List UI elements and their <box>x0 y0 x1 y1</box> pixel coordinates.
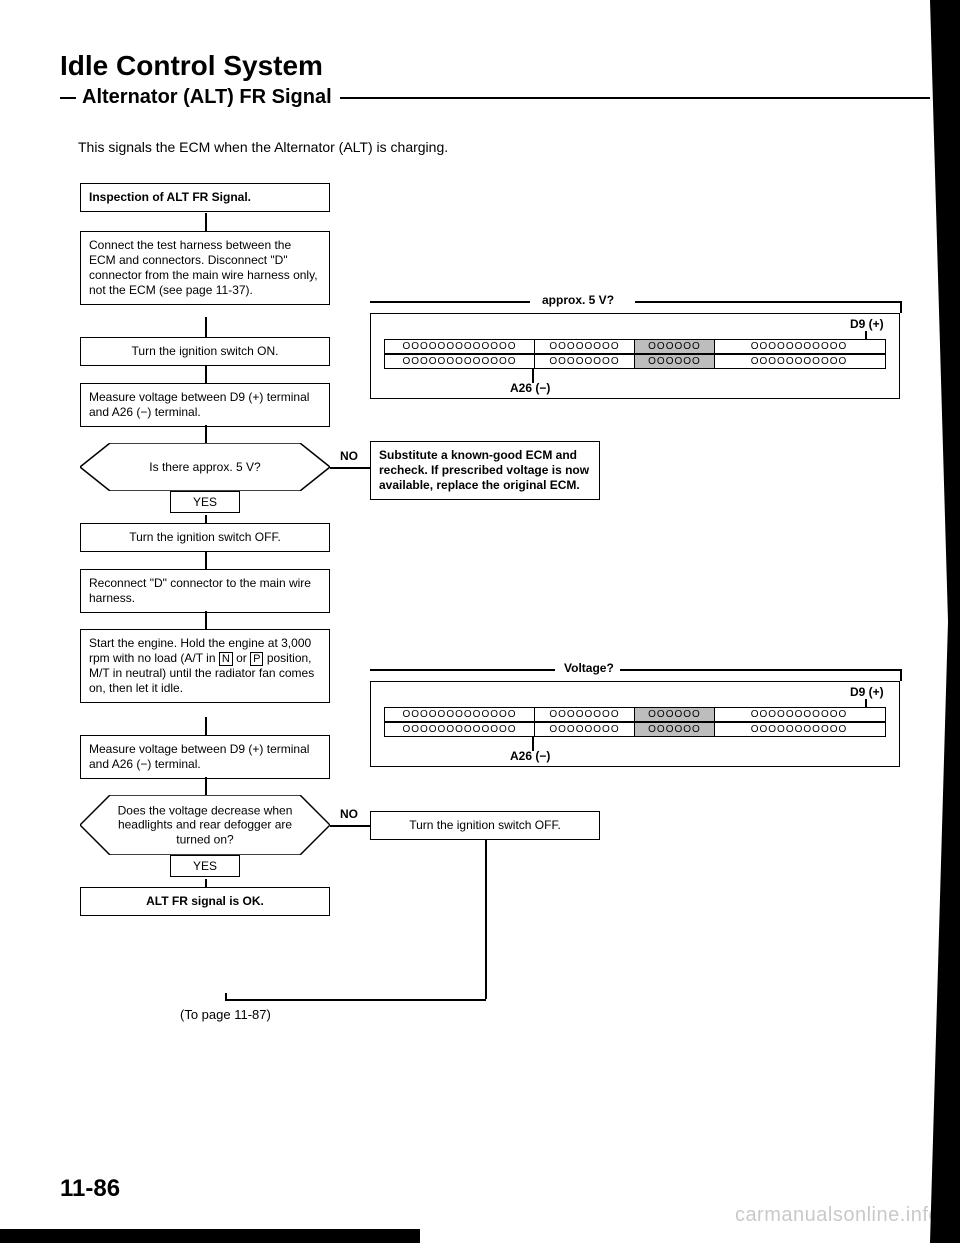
connector-line <box>225 999 486 1001</box>
step-ignition-off-1: Turn the ignition switch OFF. <box>80 523 330 552</box>
yes-box-2: YES <box>170 855 240 877</box>
step-substitute-ecm: Substitute a known-good ECM and recheck.… <box>370 441 600 500</box>
pin-group: OOOOOOOOOOO <box>715 723 883 736</box>
pin-group: OOOOOOOOOOOOO <box>385 340 535 353</box>
connector-line <box>620 669 900 671</box>
rule-line <box>340 97 930 99</box>
pin-group-shaded: OOOOOO <box>635 708 715 721</box>
decision-5v: Is there approx. 5 V? <box>80 443 330 491</box>
page-number: 11-86 <box>60 1175 120 1203</box>
connector-line <box>205 213 207 231</box>
connector-line <box>205 777 207 795</box>
pin-group: OOOOOOOOOOOOO <box>385 355 535 368</box>
yes-box-1: YES <box>170 491 240 513</box>
pin-group: OOOOOOOO <box>535 355 635 368</box>
step-connect-harness: Connect the test harness between the ECM… <box>80 231 330 305</box>
connector-title-voltage: Voltage? <box>560 661 618 675</box>
decision-voltage-decrease-label: Does the voltage decrease when headlight… <box>80 803 330 846</box>
connector-line <box>900 669 902 681</box>
connector-line <box>205 879 207 887</box>
to-page-ref: (To page 11-87) <box>180 1007 271 1022</box>
step-ignition-off-2: Turn the ignition switch OFF. <box>370 811 600 840</box>
intro-text: This signals the ECM when the Alternator… <box>78 139 930 155</box>
pin-group: OOOOOOOO <box>535 340 635 353</box>
connector-line <box>205 551 207 569</box>
connector-line <box>865 699 867 707</box>
subtitle-row: Alternator (ALT) FR Signal <box>60 86 930 109</box>
pin-group-shaded: OOOOOO <box>635 355 715 368</box>
connector-line <box>205 425 207 443</box>
key-p: P <box>250 652 263 666</box>
connector-line <box>330 825 370 827</box>
bottom-bar <box>0 1229 420 1243</box>
step-measure-voltage-2: Measure voltage between D9 (+) terminal … <box>80 735 330 779</box>
connector-row-bottom-2: OOOOOOOOOOOOO OOOOOOOO OOOOOO OOOOOOOOOO… <box>384 722 886 737</box>
pin-group: OOOOOOOOOOO <box>715 340 883 353</box>
step-measure-voltage-1: Measure voltage between D9 (+) terminal … <box>80 383 330 427</box>
pin-group: OOOOOOOO <box>535 708 635 721</box>
connector-line <box>205 317 207 337</box>
connector-line <box>635 301 900 303</box>
connector-line <box>205 515 207 523</box>
connector-line <box>205 717 207 735</box>
step-start-engine-or: or <box>233 651 250 665</box>
connector-row-top-1: OOOOOOOOOOOOO OOOOOOOO OOOOOO OOOOOOOOOO… <box>384 339 886 354</box>
step-signal-ok: ALT FR signal is OK. <box>80 887 330 916</box>
step-inspection: Inspection of ALT FR Signal. <box>80 183 330 212</box>
page-title: Idle Control System <box>60 50 930 82</box>
connector-title-5v: approx. 5 V? <box>538 293 618 307</box>
pin-group: OOOOOOOOOOOOO <box>385 708 535 721</box>
pin-group-shaded: OOOOOO <box>635 723 715 736</box>
key-n: N <box>219 652 233 666</box>
connector-line <box>225 993 227 999</box>
step-reconnect-d: Reconnect "D" connector to the main wire… <box>80 569 330 613</box>
connector-line <box>485 839 487 999</box>
connector-row-top-2: OOOOOOOOOOOOO OOOOOOOO OOOOOO OOOOOOOOOO… <box>384 707 886 722</box>
pin-group: OOOOOOOOOOO <box>715 708 883 721</box>
watermark: carmanualsonline.info <box>735 1204 940 1227</box>
decision-voltage-decrease: Does the voltage decrease when headlight… <box>80 795 330 855</box>
pin-group: OOOOOOOOOOOOO <box>385 723 535 736</box>
pin-label-d9-1: D9 (+) <box>850 317 884 331</box>
no-label-1: NO <box>338 449 360 463</box>
pin-label-d9-2: D9 (+) <box>850 685 884 699</box>
subtitle: Alternator (ALT) FR Signal <box>82 86 332 109</box>
flowchart: Inspection of ALT FR Signal. Connect the… <box>60 183 910 1113</box>
pin-group: OOOOOOOO <box>535 723 635 736</box>
no-label-2: NO <box>338 807 360 821</box>
connector-line <box>205 365 207 383</box>
connector-line <box>205 611 207 629</box>
connector-line <box>865 331 867 339</box>
connector-line <box>900 301 902 313</box>
step-ignition-on: Turn the ignition switch ON. <box>80 337 330 366</box>
connector-row-bottom-1: OOOOOOOOOOOOO OOOOOOOO OOOOOO OOOOOOOOOO… <box>384 354 886 369</box>
connector-line <box>370 301 530 303</box>
step-start-engine: Start the engine. Hold the engine at 3,0… <box>80 629 330 703</box>
pin-label-a26-2: A26 (−) <box>510 749 550 763</box>
decision-5v-label: Is there approx. 5 V? <box>80 460 330 474</box>
pin-group: OOOOOOOOOOO <box>715 355 883 368</box>
page-edge-shadow <box>930 0 960 1243</box>
rule-segment <box>60 97 76 99</box>
connector-line <box>370 669 555 671</box>
connector-line <box>330 467 370 469</box>
pin-group-shaded: OOOOOO <box>635 340 715 353</box>
pin-label-a26-1: A26 (−) <box>510 381 550 395</box>
